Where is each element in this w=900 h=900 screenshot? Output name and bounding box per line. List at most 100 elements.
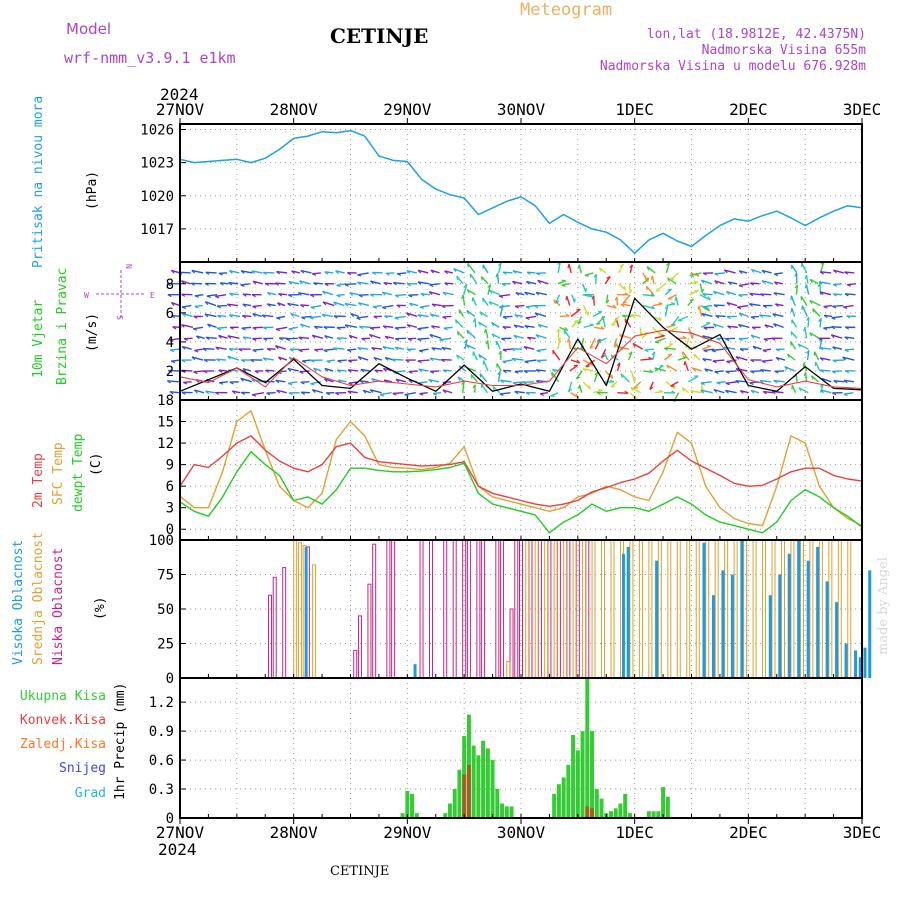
- wind-arrow-head: [499, 306, 504, 310]
- wind-arrow: [275, 326, 288, 330]
- wind-arrow-head: [442, 291, 447, 296]
- wind-arrow-head: [299, 280, 303, 285]
- wind-arrow: [774, 272, 783, 275]
- wind-arrow: [759, 379, 771, 383]
- wind-arrow: [664, 305, 669, 317]
- wind-arrow-head: [218, 272, 223, 276]
- precip-bar-total: [665, 796, 670, 818]
- wind-arrow: [418, 368, 429, 372]
- wind-arrow: [800, 295, 808, 306]
- wind-arrow-head: [441, 347, 446, 351]
- cloud-bar-mid: [525, 539, 530, 679]
- wind-arrow: [407, 337, 417, 340]
- wind-arrow-head: [523, 346, 528, 350]
- wind-arrow: [775, 303, 784, 307]
- wind-arrow: [700, 322, 711, 328]
- wind-arrow: [811, 375, 819, 383]
- wind-arrow-head: [203, 359, 208, 363]
- wind-arrow: [207, 323, 217, 329]
- wind-arrow: [831, 325, 842, 329]
- wind-arrow-head: [298, 349, 303, 353]
- wind-arrow: [407, 323, 418, 329]
- wind-arrow-head: [391, 358, 396, 362]
- wind-arrow-head: [658, 316, 662, 321]
- wind-arrow-head: [844, 336, 849, 340]
- precip-bar-total: [651, 811, 656, 818]
- wind-arrow: [724, 346, 736, 350]
- wind-arrow: [463, 284, 468, 295]
- wind-arrow-head: [844, 349, 849, 353]
- wind-arrow-head: [408, 379, 413, 384]
- wind-arrow: [557, 337, 561, 350]
- wind-arrow-head: [763, 338, 768, 342]
- wind-arrow-head: [263, 326, 268, 330]
- wind-arrow: [312, 389, 323, 394]
- wind-arrow-head: [196, 335, 200, 340]
- wind-arrow: [692, 367, 702, 372]
- wind-arrow-head: [170, 302, 175, 306]
- wind-arrow: [844, 348, 855, 351]
- wind-arrow: [577, 316, 583, 325]
- wind-arrow: [842, 356, 855, 361]
- cloud-bar-mid: [544, 539, 549, 679]
- wind-arrow: [232, 390, 241, 394]
- wind-arrow-head: [456, 354, 459, 359]
- wind-arrow-head: [418, 368, 423, 373]
- wind-arrow-head: [591, 295, 595, 300]
- wind-arrow-head: [774, 281, 778, 286]
- wind-arrow-head: [194, 305, 199, 309]
- wind-arrow-head: [466, 289, 470, 294]
- wind-arrow-head: [818, 281, 823, 285]
- wind-arrow-head: [205, 336, 210, 341]
- wind-arrow-head: [275, 379, 280, 384]
- cloud-label-1: Visoka Oblacnost: [11, 540, 26, 665]
- wind-arrow: [739, 312, 749, 318]
- wind-arrow-head: [537, 324, 542, 328]
- cloud-bar-mid: [695, 539, 700, 679]
- wind-arrow: [397, 272, 407, 275]
- y-tick-label: 15: [157, 415, 174, 431]
- wind-arrow-head: [394, 338, 400, 341]
- cloud-bar-low: [514, 539, 519, 679]
- wind-arrow-head: [356, 317, 361, 321]
- wind-arrow: [823, 314, 833, 318]
- wind-arrow-head: [384, 315, 389, 319]
- wind-arrow-head: [501, 338, 506, 341]
- wind-arrow-head: [773, 323, 777, 328]
- wind-arrow: [640, 358, 653, 361]
- wind-arrow-head: [691, 334, 694, 339]
- wind-arrow: [627, 351, 633, 361]
- wind-arrow-head: [598, 388, 603, 391]
- wind-arrow-head: [228, 314, 233, 318]
- wind-arrow-head: [444, 270, 448, 275]
- wind-arrow-head: [737, 306, 742, 310]
- wind-arrow: [580, 338, 585, 349]
- wind-arrow-head: [428, 291, 433, 296]
- wind-arrow: [277, 302, 286, 307]
- wind-arrow: [170, 348, 181, 351]
- cloud-bar-high: [730, 574, 734, 678]
- wind-arrow: [458, 309, 465, 317]
- wind-arrow-head: [502, 349, 507, 352]
- wind-arrow: [725, 381, 737, 385]
- wind-arrow-head: [396, 304, 401, 308]
- wind-arrow-head: [204, 313, 209, 318]
- wind-arrow-head: [771, 390, 776, 395]
- wind-arrow-head: [183, 381, 188, 385]
- wind-arrow: [791, 384, 797, 394]
- wind-arrow-head: [525, 306, 531, 309]
- wind-arrow-head: [750, 389, 755, 394]
- wind-arrow: [240, 283, 250, 286]
- wind-arrow: [670, 381, 679, 387]
- wind-arrow: [649, 381, 654, 390]
- wind-arrow-head: [735, 356, 740, 360]
- wind-arrow-head: [419, 393, 424, 396]
- precip-bar-convective: [585, 806, 590, 818]
- precip-bar-total: [509, 806, 514, 818]
- wind-arrow: [383, 379, 393, 383]
- wind-arrow: [498, 262, 502, 274]
- x-tick-label-bottom: 2DEC: [729, 823, 768, 842]
- wind-arrow-head: [429, 334, 434, 338]
- wind-arrow-head: [564, 327, 569, 331]
- wind-arrow: [589, 337, 596, 349]
